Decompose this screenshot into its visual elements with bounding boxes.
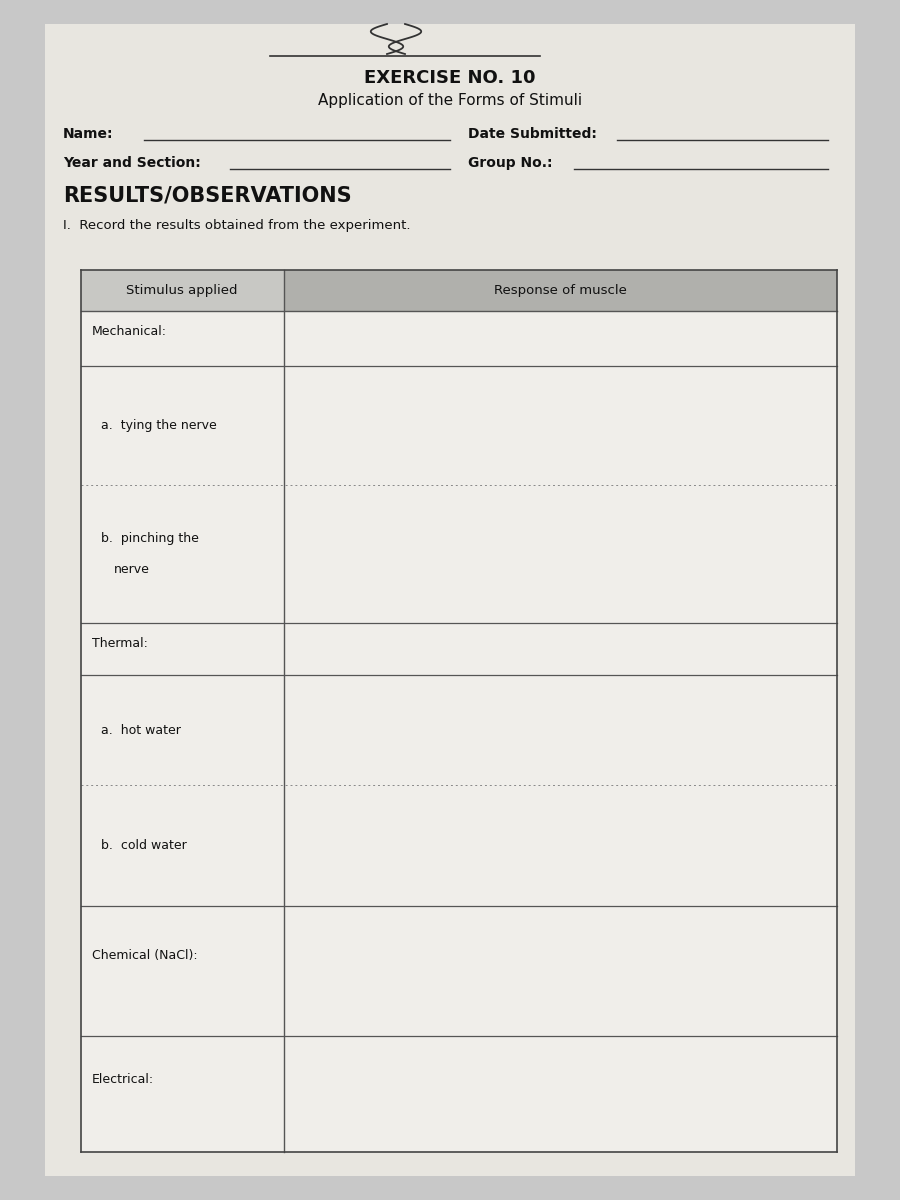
FancyBboxPatch shape [81,485,837,624]
Text: EXERCISE NO. 10: EXERCISE NO. 10 [364,68,536,86]
FancyBboxPatch shape [81,366,837,485]
FancyBboxPatch shape [81,311,837,366]
Text: Thermal:: Thermal: [92,637,148,649]
Text: Stimulus applied: Stimulus applied [127,284,238,296]
Text: Name:: Name: [63,127,113,142]
Text: Electrical:: Electrical: [92,1073,154,1086]
Text: RESULTS/OBSERVATIONS: RESULTS/OBSERVATIONS [63,186,352,205]
Text: Date Submitted:: Date Submitted: [468,127,597,142]
FancyBboxPatch shape [45,24,855,1176]
Text: a.  tying the nerve: a. tying the nerve [101,419,217,432]
FancyBboxPatch shape [81,624,837,676]
Text: nerve: nerve [114,563,150,576]
Text: Response of muscle: Response of muscle [494,284,626,296]
FancyBboxPatch shape [81,906,837,1036]
Text: a.  hot water: a. hot water [101,724,181,737]
FancyBboxPatch shape [81,270,284,311]
Text: Year and Section:: Year and Section: [63,156,201,170]
Text: Mechanical:: Mechanical: [92,325,166,338]
FancyBboxPatch shape [81,1036,837,1152]
FancyBboxPatch shape [81,676,837,785]
FancyBboxPatch shape [81,785,837,906]
Text: Chemical (NaCl):: Chemical (NaCl): [92,948,197,961]
Text: b.  cold water: b. cold water [101,839,186,852]
Text: I.  Record the results obtained from the experiment.: I. Record the results obtained from the … [63,220,410,232]
Text: Application of the Forms of Stimuli: Application of the Forms of Stimuli [318,94,582,108]
FancyBboxPatch shape [284,270,837,311]
Text: Group No.:: Group No.: [468,156,553,170]
Text: b.  pinching the: b. pinching the [101,532,199,545]
